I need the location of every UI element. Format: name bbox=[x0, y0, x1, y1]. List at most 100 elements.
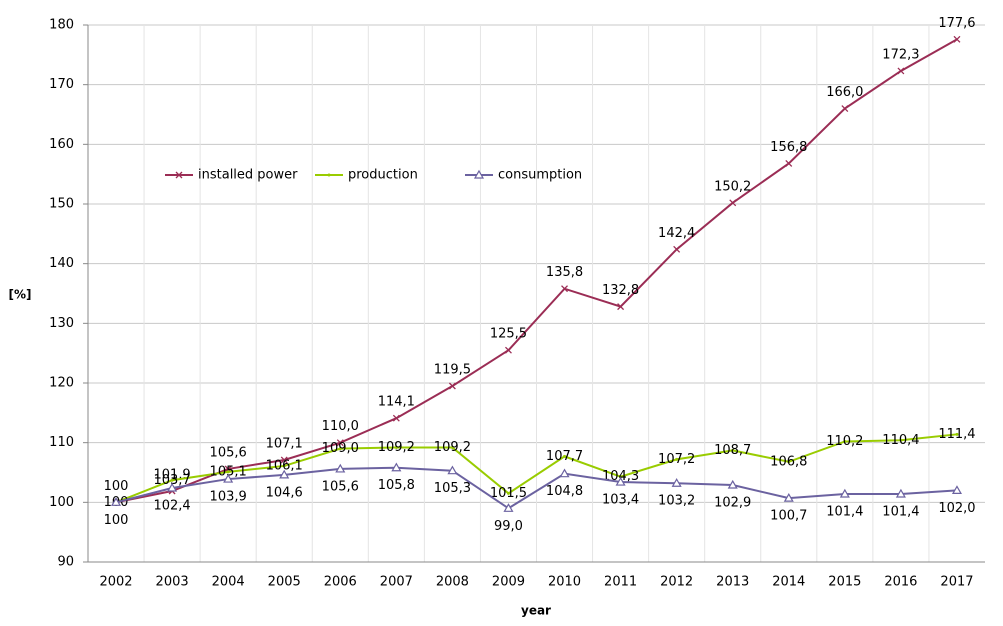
data-point bbox=[392, 414, 400, 422]
x-tick-label: 2005 bbox=[268, 575, 301, 590]
y-tick-label: 140 bbox=[49, 256, 74, 271]
data-point bbox=[226, 470, 230, 474]
data-point bbox=[727, 479, 738, 489]
data-label: 102,9 bbox=[714, 496, 751, 511]
data-label: 105,8 bbox=[378, 478, 415, 493]
data-label: 101,5 bbox=[490, 486, 527, 501]
data-point bbox=[619, 475, 623, 479]
data-point bbox=[561, 285, 568, 293]
x-axis-label: year bbox=[521, 604, 551, 618]
data-label: 177,6 bbox=[938, 16, 975, 31]
data-label: 103,4 bbox=[602, 493, 639, 508]
data-label: 106,8 bbox=[770, 454, 807, 469]
data-label: 100,7 bbox=[770, 509, 807, 524]
data-label: 110,0 bbox=[322, 419, 359, 434]
data-label: 103,7 bbox=[153, 473, 190, 488]
data-label: 114,1 bbox=[378, 395, 415, 410]
x-tick-label: 2002 bbox=[99, 575, 132, 590]
data-label: 110,2 bbox=[826, 434, 863, 449]
data-point bbox=[785, 159, 793, 167]
data-label: 102,0 bbox=[938, 501, 975, 516]
data-point bbox=[394, 445, 398, 449]
data-label: 105,6 bbox=[322, 479, 359, 494]
data-point bbox=[897, 67, 905, 75]
data-point bbox=[448, 382, 456, 390]
series-line bbox=[115, 38, 958, 504]
data-point bbox=[167, 482, 178, 492]
data-label: 105,3 bbox=[434, 481, 471, 496]
x-tick-label: 2009 bbox=[492, 575, 525, 590]
data-point bbox=[783, 492, 794, 502]
data-label: 108,7 bbox=[714, 443, 751, 458]
y-tick-label: 110 bbox=[49, 435, 74, 450]
data-point bbox=[391, 462, 402, 472]
data-point bbox=[899, 438, 903, 442]
data-label: 107,7 bbox=[546, 449, 583, 464]
data-label: 101,4 bbox=[826, 504, 863, 519]
legend-marker bbox=[473, 169, 485, 179]
y-tick-label: 100 bbox=[49, 495, 74, 510]
x-tick-label: 2008 bbox=[436, 575, 469, 590]
legend-label: production bbox=[348, 168, 418, 183]
data-point bbox=[953, 35, 961, 43]
data-point bbox=[110, 497, 122, 506]
data-point bbox=[671, 478, 682, 487]
data-label: 156,8 bbox=[770, 140, 807, 155]
data-point bbox=[335, 463, 346, 473]
data-point bbox=[559, 468, 570, 478]
data-point bbox=[839, 488, 850, 498]
data-label: 111,4 bbox=[938, 427, 975, 442]
data-point bbox=[955, 432, 959, 436]
legend-label: installed power bbox=[198, 168, 298, 183]
y-tick-label: 170 bbox=[49, 77, 74, 92]
y-axis-label: [%] bbox=[9, 288, 32, 302]
x-tick-label: 2017 bbox=[940, 575, 973, 590]
data-label: 109,2 bbox=[378, 440, 415, 455]
data-label: 105,1 bbox=[210, 464, 247, 479]
data-point bbox=[843, 439, 847, 443]
data-point bbox=[729, 199, 737, 207]
data-label: 103,9 bbox=[210, 490, 247, 505]
data-label: 101,4 bbox=[882, 504, 919, 519]
data-label: 110,4 bbox=[882, 433, 919, 448]
legend-marker bbox=[327, 173, 331, 177]
data-label: 100 bbox=[104, 513, 129, 528]
data-label: 107,2 bbox=[658, 452, 695, 467]
data-point bbox=[673, 245, 681, 253]
data-label: 105,6 bbox=[210, 445, 247, 460]
data-label: 132,8 bbox=[602, 283, 639, 298]
data-label: 125,5 bbox=[490, 327, 527, 342]
data-label: 102,4 bbox=[153, 499, 190, 514]
series-line bbox=[115, 433, 958, 504]
data-point bbox=[506, 491, 510, 495]
data-label: 172,3 bbox=[882, 47, 919, 62]
data-point bbox=[617, 303, 625, 311]
x-tick-label: 2014 bbox=[772, 575, 805, 590]
data-label: 103,2 bbox=[658, 494, 695, 509]
data-point bbox=[503, 503, 514, 512]
data-point bbox=[895, 488, 906, 498]
data-point bbox=[223, 473, 234, 483]
data-point bbox=[841, 105, 849, 112]
x-tick-label: 2004 bbox=[212, 575, 245, 590]
data-point bbox=[951, 485, 963, 494]
series-line bbox=[115, 466, 958, 510]
data-point bbox=[563, 454, 567, 458]
data-label: 109,2 bbox=[434, 440, 471, 455]
x-tick-label: 2003 bbox=[156, 575, 189, 590]
y-tick-label: 90 bbox=[57, 555, 74, 570]
x-tick-label: 2016 bbox=[884, 575, 917, 590]
data-label: 104,6 bbox=[266, 485, 303, 500]
data-point bbox=[282, 464, 286, 468]
data-point bbox=[280, 456, 288, 464]
y-tick-label: 130 bbox=[49, 316, 74, 331]
data-point bbox=[615, 476, 626, 486]
data-point bbox=[170, 478, 174, 482]
data-label: 100 bbox=[104, 479, 129, 494]
x-tick-label: 2006 bbox=[324, 575, 357, 590]
data-point bbox=[787, 460, 791, 464]
x-tick-label: 2012 bbox=[660, 575, 693, 590]
data-label: 109,0 bbox=[322, 441, 359, 456]
x-tick-label: 2015 bbox=[828, 575, 861, 590]
